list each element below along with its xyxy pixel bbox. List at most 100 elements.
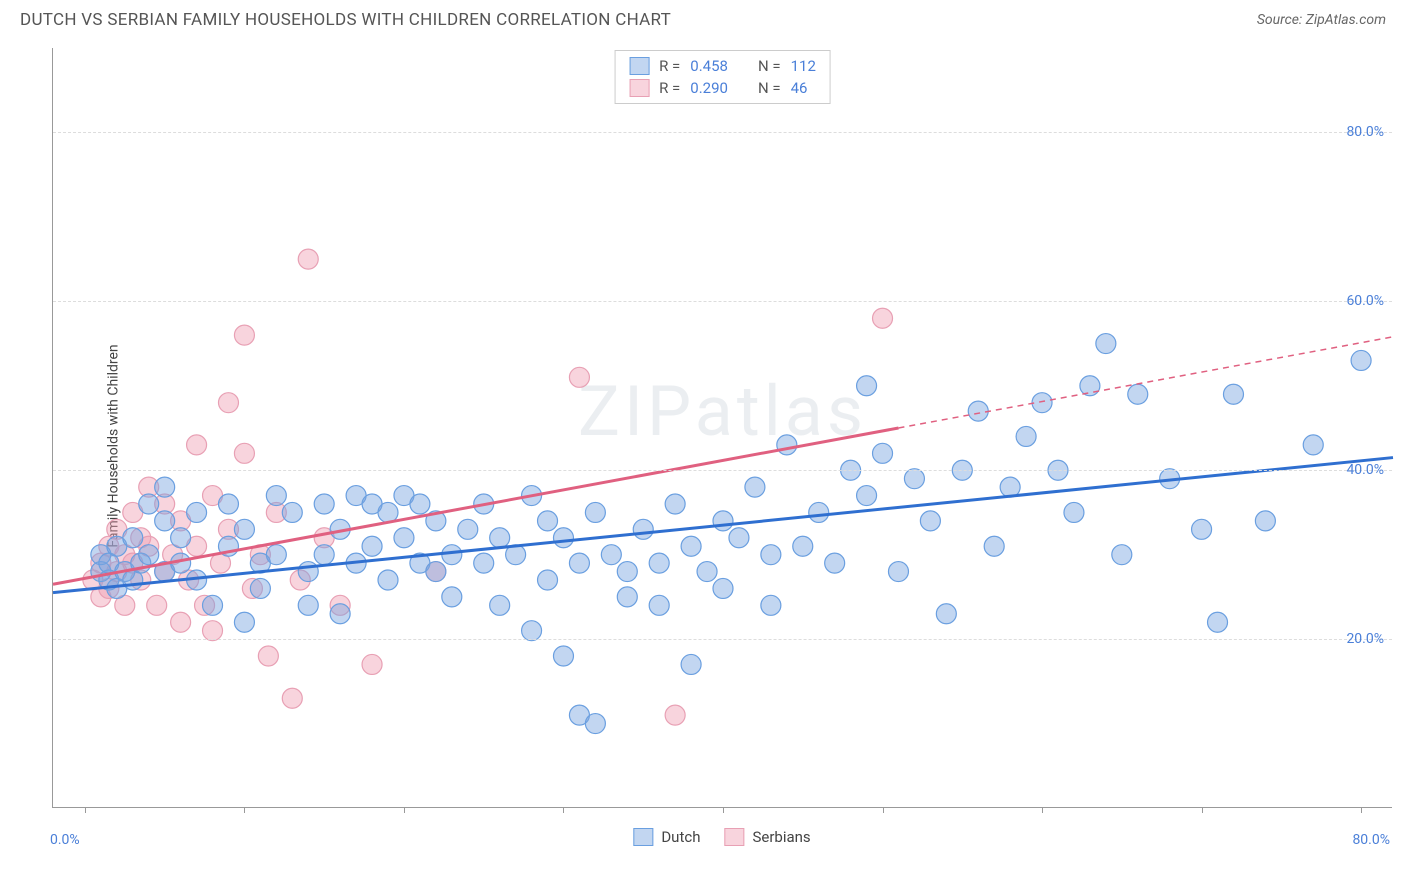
scatter-point: [330, 604, 350, 624]
r-label: R =: [659, 79, 680, 97]
legend-label-dutch: Dutch: [661, 828, 700, 846]
scatter-point: [1208, 612, 1228, 632]
scatter-point: [1128, 384, 1148, 404]
scatter-point: [1032, 393, 1052, 413]
scatter-point: [1096, 334, 1116, 354]
legend-item-serbians: Serbians: [724, 828, 810, 846]
legend-item-dutch: Dutch: [633, 828, 700, 846]
scatter-point: [139, 545, 159, 565]
chart-source: Source: ZipAtlas.com: [1257, 12, 1386, 28]
scatter-point: [234, 519, 254, 539]
scatter-point: [904, 469, 924, 489]
y-tick-label: 60.0%: [1346, 293, 1384, 309]
y-tick-label: 80.0%: [1346, 124, 1384, 140]
scatter-point: [681, 536, 701, 556]
scatter-point: [745, 477, 765, 497]
scatter-point: [362, 654, 382, 674]
scatter-plot-svg: [53, 48, 1392, 807]
legend-swatch-serbian: [629, 79, 649, 97]
scatter-point: [298, 562, 318, 582]
chart-header: DUTCH VS SERBIAN FAMILY HOUSEHOLDS WITH …: [0, 0, 1406, 36]
x-axis-footer: 0.0% 80.0% Dutch Serbians: [52, 808, 1392, 848]
scatter-point: [234, 612, 254, 632]
n-label: N =: [758, 79, 781, 97]
scatter-point: [410, 494, 430, 514]
scatter-point: [729, 528, 749, 548]
scatter-point: [585, 714, 605, 734]
r-label: R =: [659, 57, 680, 75]
scatter-point: [984, 536, 1004, 556]
scatter-point: [282, 688, 302, 708]
scatter-point: [888, 562, 908, 582]
scatter-point: [155, 477, 175, 497]
scatter-point: [713, 578, 733, 598]
scatter-point: [601, 545, 621, 565]
scatter-point: [777, 435, 797, 455]
scatter-point: [1351, 350, 1371, 370]
scatter-point: [936, 604, 956, 624]
scatter-point: [569, 367, 589, 387]
scatter-point: [258, 646, 278, 666]
scatter-point: [809, 502, 829, 522]
scatter-point: [538, 570, 558, 590]
grid-line: [53, 301, 1392, 302]
scatter-point: [426, 562, 446, 582]
scatter-point: [490, 595, 510, 615]
scatter-point: [920, 511, 940, 531]
scatter-point: [649, 553, 669, 573]
plot-area: ZIPatlas R = 0.458 N = 112 R = 0.290 N =…: [52, 48, 1392, 808]
scatter-point: [490, 528, 510, 548]
source-prefix: Source:: [1257, 12, 1306, 28]
n-label: N =: [758, 57, 781, 75]
scatter-point: [873, 443, 893, 463]
scatter-point: [1303, 435, 1323, 455]
dutch-n-value: 112: [791, 57, 816, 75]
x-axis-end-label: 80.0%: [1352, 832, 1390, 848]
legend-swatch-dutch-bottom: [633, 828, 653, 846]
x-axis-start-label: 0.0%: [50, 832, 80, 848]
legend-stats-row-serbian: R = 0.290 N = 46: [629, 77, 816, 99]
scatter-point: [266, 486, 286, 506]
scatter-point: [1223, 384, 1243, 404]
scatter-point: [1080, 376, 1100, 396]
scatter-point: [968, 401, 988, 421]
serbian-r-value: 0.290: [690, 79, 728, 97]
scatter-point: [378, 502, 398, 522]
scatter-point: [553, 528, 573, 548]
scatter-point: [298, 249, 318, 269]
scatter-point: [713, 511, 733, 531]
scatter-point: [203, 595, 223, 615]
scatter-point: [761, 545, 781, 565]
y-tick-label: 20.0%: [1346, 631, 1384, 647]
scatter-point: [553, 646, 573, 666]
scatter-point: [1064, 502, 1084, 522]
scatter-point: [522, 621, 542, 641]
legend-label-serbians: Serbians: [752, 828, 810, 846]
scatter-point: [585, 502, 605, 522]
scatter-point: [378, 570, 398, 590]
scatter-point: [665, 705, 685, 725]
scatter-point: [314, 545, 334, 565]
scatter-point: [633, 519, 653, 539]
scatter-point: [649, 595, 669, 615]
legend-swatch-serbian-bottom: [724, 828, 744, 846]
dutch-r-value: 0.458: [690, 57, 728, 75]
scatter-point: [538, 511, 558, 531]
grid-line: [53, 470, 1392, 471]
scatter-point: [234, 325, 254, 345]
grid-line: [53, 132, 1392, 133]
scatter-point: [617, 587, 637, 607]
scatter-point: [155, 511, 175, 531]
scatter-point: [665, 494, 685, 514]
scatter-point: [171, 528, 191, 548]
scatter-point: [825, 553, 845, 573]
serbian-n-value: 46: [791, 79, 808, 97]
scatter-point: [857, 376, 877, 396]
legend-series: Dutch Serbians: [633, 828, 810, 846]
scatter-point: [123, 528, 143, 548]
scatter-point: [394, 528, 414, 548]
legend-stats: R = 0.458 N = 112 R = 0.290 N = 46: [614, 50, 831, 104]
scatter-point: [282, 502, 302, 522]
scatter-point: [761, 595, 781, 615]
scatter-point: [793, 536, 813, 556]
